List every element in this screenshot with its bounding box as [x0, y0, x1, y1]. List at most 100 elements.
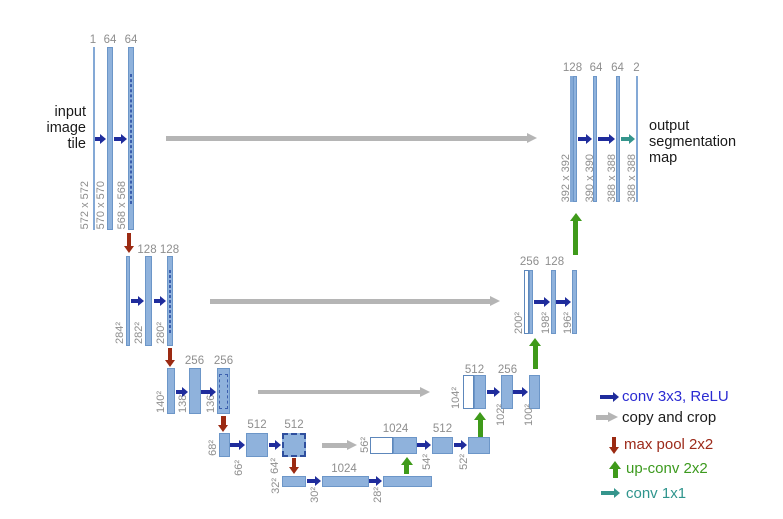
- maxpool-arrow-legend: [608, 437, 620, 454]
- crop-region-overlay: [130, 74, 132, 204]
- arrow-head: [164, 359, 175, 367]
- upconv-map-64: [572, 76, 577, 202]
- feature-map-256-a: [189, 368, 201, 414]
- arrow-shaft: [258, 389, 421, 395]
- arrow-shaft: [306, 479, 316, 483]
- map-size-label: 32²: [269, 478, 282, 494]
- arrow-head: [424, 440, 431, 450]
- feature-map-512-c: [431, 437, 453, 454]
- arrow-shaft: [175, 389, 183, 394]
- arrow-shaft: [556, 299, 566, 304]
- upconv-arrow: [400, 456, 413, 474]
- crop-region-overlay: [168, 270, 171, 333]
- arrow-head: [347, 440, 357, 450]
- map-size-label: 68²: [206, 440, 219, 456]
- legend-label-maxpool: max pool 2x2: [624, 436, 714, 453]
- feature-map-256-c: [501, 375, 513, 409]
- arrow-shaft: [221, 415, 226, 426]
- map-size-label: 140²: [154, 390, 167, 413]
- map-size-label: 388 x 388: [626, 153, 638, 202]
- map-size-label: 200²: [512, 311, 525, 334]
- conv3x3-arrow: [175, 386, 189, 397]
- conv1x1-arrow: [620, 134, 636, 144]
- feature-map-pooled-512: [282, 475, 306, 487]
- map-size-label: 104²: [450, 386, 462, 409]
- channel-count-label: 64: [103, 34, 117, 46]
- copied-map-256: [462, 375, 474, 409]
- map-size-label: 284²: [113, 321, 126, 344]
- channel-count-label: 128: [544, 256, 565, 268]
- channel-count-label: 1024: [382, 422, 409, 435]
- arrow-head: [613, 488, 620, 498]
- conv3x3-arrow: [534, 296, 550, 307]
- arrow-head: [138, 296, 144, 306]
- arrow-head: [400, 456, 413, 465]
- feature-map-1024-a: [321, 475, 369, 487]
- input-label-line2: image: [46, 119, 87, 136]
- copy-crop-arrow-legend: [596, 412, 618, 423]
- arrow-head: [612, 392, 619, 402]
- arrow-shaft: [601, 491, 615, 495]
- conv3x3-arrow: [201, 386, 217, 397]
- output-segmentation-map-label: output segmentation map: [649, 118, 737, 166]
- arrow-head: [529, 338, 541, 346]
- arrow-head: [461, 440, 467, 450]
- channel-count-label: 128: [562, 62, 583, 74]
- arrow-head: [376, 476, 382, 486]
- legend-label-conv1x1: conv 1x1: [626, 485, 687, 502]
- arrow-shaft: [417, 443, 426, 447]
- arrow-head: [99, 134, 106, 144]
- arrow-shaft: [268, 443, 276, 447]
- channel-count-label: 64: [611, 62, 624, 74]
- arrow-shaft: [210, 299, 491, 304]
- upconv-arrow: [474, 412, 486, 437]
- arrow-head: [494, 386, 500, 397]
- map-size-label: 570 x 570: [94, 180, 107, 229]
- maxpool-arrow: [288, 458, 300, 474]
- upconv-map-512: [393, 437, 417, 454]
- conv1x1-arrow-legend: [601, 488, 620, 498]
- arrow-shaft: [577, 137, 587, 141]
- arrow-head: [474, 412, 486, 420]
- output-label-line1: output: [649, 118, 690, 134]
- feature-map-512-b: [282, 433, 306, 457]
- conv3x3-arrow: [306, 476, 322, 486]
- copy-crop-arrow: [210, 296, 500, 307]
- feature-map-128-c: [550, 270, 556, 334]
- conv3x3-arrow: [114, 134, 128, 144]
- channel-count-label: 256: [213, 355, 234, 367]
- channel-count-label: 128: [159, 244, 180, 256]
- maxpool-arrow: [164, 347, 176, 367]
- map-size-label: 282²: [133, 321, 145, 344]
- map-size-label: 568 x 568: [116, 180, 128, 229]
- arrow-head: [182, 386, 188, 397]
- output-label-line2: segmentation: [649, 133, 737, 150]
- feature-map-64-d: [615, 76, 620, 202]
- arrow-shaft: [596, 415, 609, 420]
- channel-count-label: 1024: [331, 462, 357, 475]
- conv3x3-arrow: [369, 476, 383, 486]
- arrow-head: [608, 412, 618, 422]
- arrow-head: [121, 134, 127, 144]
- legend-label-conv3x3: conv 3x3, ReLU: [622, 388, 729, 405]
- arrow-shaft: [532, 345, 538, 369]
- conv3x3-arrow: [417, 440, 431, 450]
- channel-count-label: 256: [519, 256, 540, 268]
- arrow-head: [608, 134, 615, 144]
- legend-label-upconv: up-conv 2x2: [626, 460, 708, 477]
- map-size-label: 100²: [522, 403, 535, 426]
- channel-count-label: 512: [284, 419, 304, 431]
- arrow-shaft: [486, 389, 495, 394]
- map-size-label: 196²: [562, 311, 574, 334]
- conv3x3-arrow: [556, 296, 572, 307]
- upconv-map-256: [474, 375, 486, 409]
- map-size-label: 66²: [232, 460, 245, 476]
- upconv-arrow-legend: [609, 461, 621, 478]
- maxpool-arrow: [218, 415, 229, 432]
- arrow-shaft: [477, 419, 483, 437]
- map-size-label: 388 x 388: [605, 153, 618, 202]
- arrow-shaft: [598, 137, 610, 141]
- map-size-label: 56²: [358, 437, 371, 453]
- channel-count-label: 256: [184, 355, 205, 367]
